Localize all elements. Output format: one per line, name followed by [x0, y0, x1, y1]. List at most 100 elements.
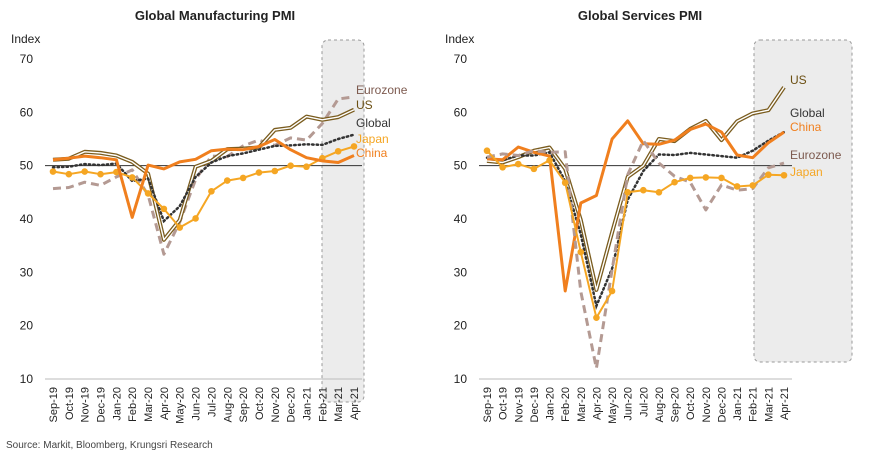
chart-title: Global Manufacturing PMI [135, 8, 295, 23]
series-eurozone-label: Eurozone [356, 83, 408, 97]
series-japan-point [765, 171, 772, 179]
x-tick-label: Oct-20 [685, 387, 697, 420]
series-japan-point [144, 190, 152, 197]
series-us-line-inner [486, 86, 785, 291]
series-china-line [486, 119, 785, 293]
series-japan-point [608, 287, 616, 295]
series-japan-point [718, 174, 725, 182]
x-tick-label: May-20 [175, 387, 187, 424]
x-tick-label: Dec-20 [286, 387, 298, 422]
series-us-label: US [356, 98, 373, 112]
source-note: Source: Markit, Bloomberg, Krungsri Rese… [6, 440, 213, 451]
series-japan-point [160, 205, 168, 213]
series-eurozone-line [486, 139, 785, 370]
x-tick-label: Sep-20 [670, 387, 682, 422]
y-tick-label: 20 [454, 319, 468, 333]
series-japan-point [271, 167, 279, 175]
y-tick-label: 70 [20, 52, 34, 66]
series-japan-point [514, 160, 522, 168]
chart-title: Global Services PMI [578, 8, 702, 23]
chart-panel-2: Global Services PMI Index 10 20 30 40 50 60 70 Se… [445, 8, 853, 424]
x-tick-label: Sep-19 [48, 387, 60, 422]
forecast-shade [321, 39, 365, 403]
series-global [485, 130, 786, 311]
x-tick-label: Jan-21 [301, 387, 313, 421]
y-tick-label: 50 [20, 159, 34, 173]
series-japan-point [350, 143, 358, 150]
series-japan-point [733, 183, 741, 190]
series-china-label: China [356, 146, 388, 160]
series-japan [49, 143, 358, 231]
series-china [52, 138, 355, 219]
series-japan-point [530, 165, 538, 173]
series-japan-point [303, 163, 310, 171]
series-japan-label: Japan [356, 132, 389, 146]
x-tick-label: Jul-20 [638, 387, 650, 417]
y-tick-label: 70 [454, 52, 468, 66]
x-tick-label: Aug-20 [654, 387, 666, 422]
series-japan-point [780, 171, 788, 179]
x-tick-label: Mar-21 [333, 387, 345, 422]
y-tick-label: 30 [454, 265, 468, 279]
series-japan-point [97, 170, 104, 178]
x-tick-label: Apr-21 [349, 387, 361, 420]
series-japan-point [65, 170, 73, 178]
x-tick-label: Jan-20 [111, 387, 123, 421]
series-japan-point [561, 179, 569, 187]
y-tick-label: 60 [20, 105, 34, 119]
x-tick-label: Jan-21 [732, 387, 744, 421]
series-japan-point [593, 314, 600, 321]
y-tick-label: 10 [20, 372, 34, 386]
series-japan-point [577, 248, 585, 256]
series-us-line-inner [52, 109, 355, 241]
series-global [51, 133, 356, 224]
y-tick-label: 40 [20, 212, 34, 226]
y-tick-label: 40 [454, 212, 468, 226]
series-japan-point [223, 177, 231, 184]
series-japan-point [49, 168, 57, 175]
x-tick-label: Jan-20 [545, 387, 557, 421]
series-japan-label: Japan [790, 165, 823, 179]
series-japan-point [239, 174, 247, 182]
x-tick-label: May-20 [607, 387, 619, 424]
x-tick-label: Sep-19 [482, 387, 494, 422]
forecast-shade [753, 39, 853, 363]
x-tick-label: Feb-21 [317, 387, 329, 422]
series-eurozone [52, 95, 355, 256]
series-japan-point [749, 182, 757, 189]
x-tick-label: Nov-19 [513, 387, 525, 422]
series-china-line [52, 138, 355, 219]
x-tick-label: Oct-19 [64, 387, 76, 420]
x-tick-label: Oct-19 [498, 387, 510, 420]
series-global-label: Global [790, 106, 825, 120]
x-tick-label: Mar-20 [576, 387, 588, 422]
y-tick-label: 20 [20, 319, 34, 333]
series-japan-point [176, 224, 184, 231]
x-tick-label: Dec-20 [716, 387, 728, 422]
x-tick-label: Feb-20 [127, 387, 139, 422]
x-tick-label: Jun-20 [191, 387, 203, 421]
y-axis-label: Index [11, 32, 40, 46]
series-japan-line [486, 150, 785, 319]
x-tick-label: Aug-20 [222, 387, 234, 422]
series-japan-point [483, 147, 491, 155]
series-japan-point [192, 215, 199, 222]
y-tick-label: 30 [20, 265, 34, 279]
series-japan-point [686, 174, 694, 182]
x-tick-label: Apr-21 [779, 387, 791, 420]
series-global-line [485, 130, 786, 311]
x-tick-label: Mar-21 [763, 387, 775, 422]
series-japan-point [624, 189, 631, 196]
series-japan-point [655, 189, 663, 196]
x-tick-label: Dec-19 [529, 387, 541, 422]
series-china [486, 119, 785, 293]
series-us-label: US [790, 73, 807, 87]
y-tick-label: 60 [454, 105, 468, 119]
series-japan-point [702, 174, 710, 181]
series-china-label: China [790, 120, 822, 134]
series-global-label: Global [356, 116, 391, 130]
x-tick-label: Mar-20 [143, 387, 155, 422]
chart-panel-1: Global Manufacturing PMI Index 10 20 30 40 50 6… [11, 8, 408, 424]
